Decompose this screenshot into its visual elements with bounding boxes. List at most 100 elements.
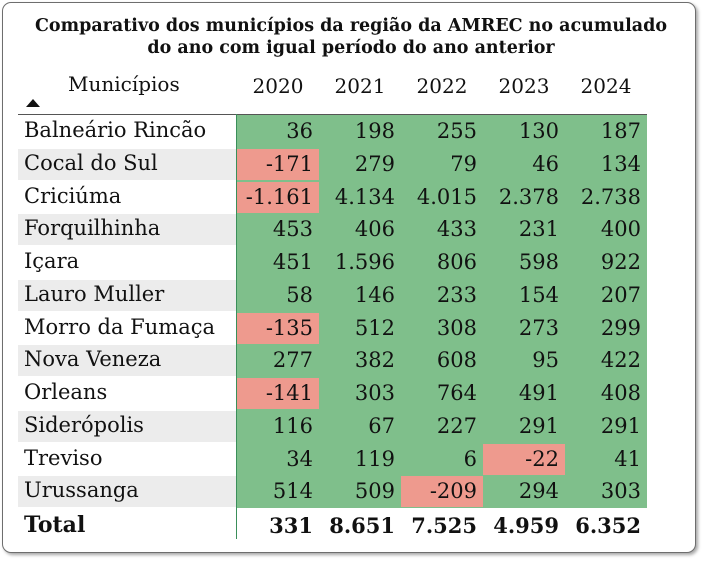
value-cell: 453: [272, 217, 313, 242]
value-cell: 299: [600, 315, 641, 340]
total-value-cell: 8.651: [329, 513, 395, 538]
value-cell: 279: [354, 151, 395, 176]
value-cell: 608: [436, 348, 477, 373]
value-cell: 764: [436, 381, 477, 405]
value-cell: 1.596: [334, 250, 395, 274]
value-cell: 806: [436, 250, 477, 274]
municipio-name: Lauro Muller: [24, 281, 165, 306]
table-row: Urussanga 514 509 -209 294 303: [18, 475, 647, 508]
row-label-background: [18, 476, 236, 508]
sort-ascending-icon[interactable]: [26, 99, 40, 107]
values-background: [237, 115, 647, 508]
municipio-name: Balneário Rincão: [24, 118, 207, 142]
municipio-name: Orleans: [24, 380, 108, 404]
table-row: Orleans -141 303 764 491 408: [18, 377, 647, 410]
value-cell: 509: [354, 479, 395, 504]
value-cell: 58: [286, 282, 313, 307]
value-cell: 116: [272, 413, 313, 438]
table-row: Criciúma -1.161 4.134 4.015 2.378 2.738: [18, 181, 647, 214]
value-cell: 512: [354, 315, 395, 340]
value-cell: 255: [436, 119, 477, 143]
value-cell: 922: [600, 250, 641, 274]
column-header-municipios[interactable]: Municípios: [68, 72, 180, 96]
table-title-line-2: do ano com igual período do ano anterior: [147, 38, 555, 58]
value-cell: 4.015: [416, 184, 477, 209]
value-cell: 67: [368, 413, 395, 438]
column-header-year[interactable]: 2021: [334, 74, 386, 98]
municipio-name: Içara: [24, 249, 80, 273]
header-divider: [18, 114, 647, 115]
municipio-name: Nova Veneza: [24, 347, 162, 372]
value-cell: 46: [532, 151, 559, 176]
value-cell: 514: [272, 479, 313, 504]
row-label-background: [18, 410, 236, 442]
total-value-cell: 4.959: [493, 513, 559, 538]
value-cell: 2.738: [580, 184, 641, 209]
value-cell: 491: [518, 381, 559, 405]
table-row: Forquilhinha 453 406 433 231 400: [18, 213, 647, 246]
value-cell: 303: [354, 381, 395, 405]
table-row: Cocal do Sul -171 279 79 46 134: [18, 148, 647, 181]
value-cell: -171: [237, 148, 319, 180]
total-value-cell: 6.352: [575, 513, 641, 538]
value-cell: 4.134: [334, 184, 395, 209]
value-cell: 422: [600, 348, 641, 373]
value-cell: 41: [614, 446, 641, 471]
row-label-background: [18, 214, 236, 246]
value-cell: 198: [354, 119, 395, 143]
total-row: Total 331 8.651 7.525 4.959 6.352: [18, 509, 647, 542]
value-cell: -1.161: [237, 181, 319, 213]
value-cell: 2.378: [498, 184, 559, 209]
table-row: Treviso 34 119 6 -22 41: [18, 443, 647, 476]
column-header-year[interactable]: 2022: [416, 74, 468, 98]
total-value-cell: 7.525: [411, 513, 477, 538]
row-label-background: [18, 345, 236, 377]
value-cell: 95: [532, 348, 559, 373]
value-cell: 308: [436, 315, 477, 340]
value-cell: 34: [286, 446, 313, 471]
table-row: Nova Veneza 277 382 608 95 422: [18, 344, 647, 377]
municipio-name: Forquilhinha: [24, 216, 161, 241]
value-cell: 294: [518, 479, 559, 504]
value-cell: 207: [600, 282, 641, 307]
row-label-background: [18, 148, 236, 180]
value-cell: -135: [237, 312, 319, 344]
value-cell: 233: [436, 282, 477, 307]
value-cell: 400: [600, 217, 641, 242]
column-header-year[interactable]: 2020: [252, 74, 304, 98]
table-title-line-1: Comparativo dos municípios da região da …: [34, 16, 668, 36]
value-cell: 231: [518, 217, 559, 242]
table-row: Lauro Muller 58 146 233 154 207: [18, 279, 647, 312]
municipio-name: Morro da Fumaça: [24, 314, 215, 339]
column-header-year[interactable]: 2024: [580, 74, 632, 98]
column-divider: [236, 114, 237, 539]
value-cell: 433: [436, 217, 477, 242]
municipio-name: Criciúma: [24, 183, 122, 208]
column-header-year[interactable]: 2023: [498, 74, 550, 98]
value-cell: 119: [354, 446, 395, 471]
value-cell: -141: [237, 378, 319, 409]
municipio-name: Cocal do Sul: [24, 150, 158, 175]
value-cell: 130: [518, 119, 559, 143]
value-cell: 146: [354, 282, 395, 307]
value-cell: 277: [272, 348, 313, 373]
value-cell: 273: [518, 315, 559, 340]
value-cell: 291: [600, 413, 641, 438]
value-cell: 598: [518, 250, 559, 274]
row-label-background: [18, 279, 236, 311]
value-cell: 79: [450, 151, 477, 176]
value-cell: 154: [518, 282, 559, 307]
value-cell: 291: [518, 413, 559, 438]
table-row: Balneário Rincão 36 198 255 130 187: [18, 115, 647, 148]
value-cell: 187: [600, 119, 641, 143]
table-row: Morro da Fumaça -135 512 308 273 299: [18, 312, 647, 345]
value-cell: 406: [354, 217, 395, 242]
value-cell: 408: [600, 381, 641, 405]
total-label: Total: [24, 512, 86, 538]
table-row: Içara 451 1.596 806 598 922: [18, 246, 647, 279]
municipio-name: Siderópolis: [24, 412, 144, 437]
table-row: Siderópolis 116 67 227 291 291: [18, 410, 647, 443]
municipio-name: Urussanga: [24, 478, 139, 503]
value-cell: 382: [354, 348, 395, 373]
value-cell: 6: [463, 446, 477, 471]
